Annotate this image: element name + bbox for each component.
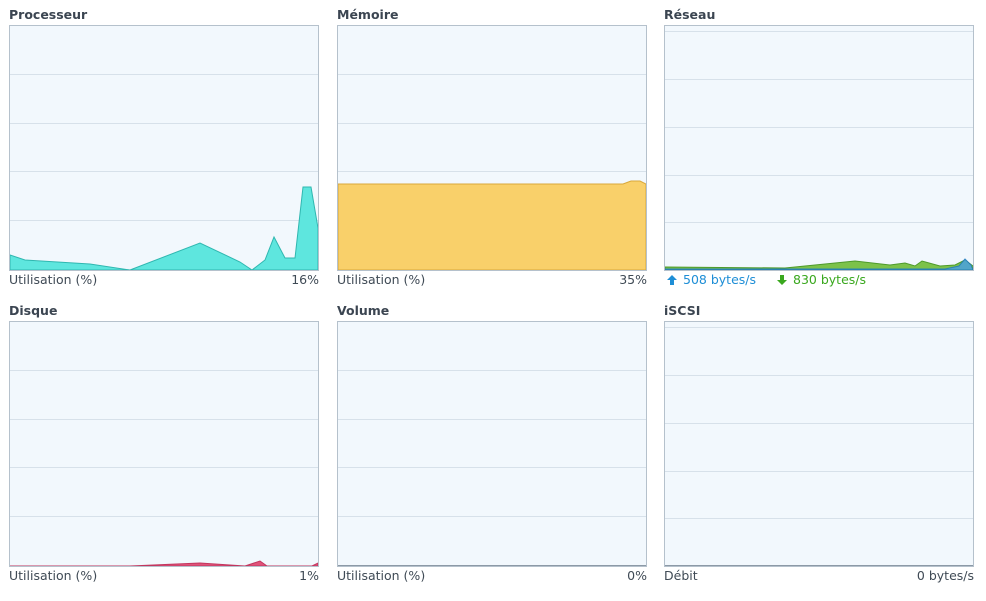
baseline [665,565,973,566]
footer-value: 0 bytes/s [916,568,974,583]
download-value: 830 bytes/s [793,272,866,287]
footer-label: Utilisation (%) [337,272,426,287]
panel-title: Réseau [664,7,716,22]
disk-graph [9,321,319,567]
network-traffic-area [665,258,973,270]
panel-title: Processeur [9,7,88,22]
panel-title: Volume [337,303,390,318]
footer-label: Utilisation (%) [337,568,426,583]
footer-label: Utilisation (%) [9,568,98,583]
upload-rate: 508 bytes/s [666,272,756,288]
memory-usage-area [338,180,646,270]
download-rate: 830 bytes/s [776,272,866,288]
footer-label: Débit [664,568,698,583]
footer-value: 0% [627,568,647,583]
iscsi-graph [664,321,974,567]
footer-value: 35% [619,272,647,287]
volume-graph [337,321,647,567]
memory-graph [337,25,647,271]
upload-value: 508 bytes/s [683,272,756,287]
baseline [338,565,646,566]
arrow-up-icon [667,275,677,285]
footer-value: 1% [299,568,319,583]
footer-label: Utilisation (%) [9,272,98,287]
cpu-graph [9,25,319,271]
panel-title: iSCSI [664,303,701,318]
network-graph [664,25,974,271]
arrow-down-icon [777,275,787,285]
disk-usage-area [10,560,318,566]
cpu-usage-area [10,186,318,270]
panel-title: Mémoire [337,7,399,22]
panel-title: Disque [9,303,58,318]
footer-value: 16% [291,272,319,287]
